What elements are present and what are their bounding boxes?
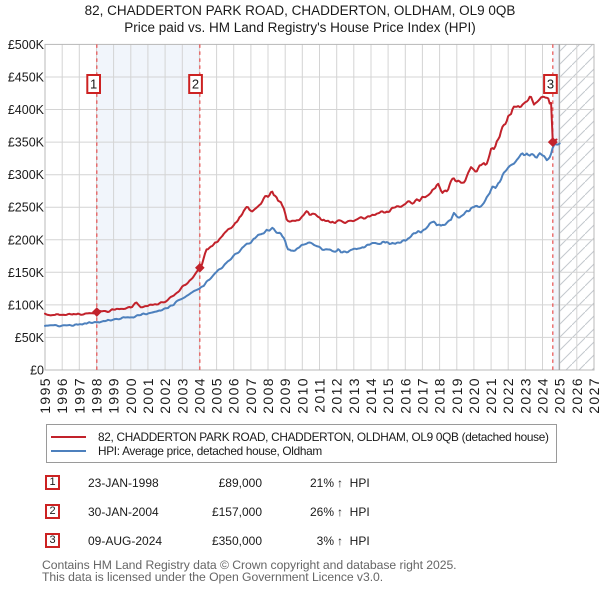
svg-text:1: 1 — [90, 77, 97, 92]
svg-text:2016: 2016 — [397, 377, 413, 414]
svg-text:£50K: £50K — [15, 331, 45, 345]
svg-text:2006: 2006 — [226, 377, 242, 414]
svg-text:2017: 2017 — [414, 377, 430, 414]
svg-text:2027: 2027 — [586, 377, 600, 414]
svg-text:1999: 1999 — [106, 377, 122, 414]
svg-text:2013: 2013 — [346, 377, 362, 414]
svg-text:2022: 2022 — [500, 377, 516, 414]
svg-text:2025: 2025 — [552, 377, 568, 414]
svg-text:£250K: £250K — [8, 201, 45, 215]
svg-text:2012: 2012 — [329, 377, 345, 414]
svg-text:2019: 2019 — [449, 377, 465, 414]
svg-text:£0: £0 — [30, 364, 44, 378]
svg-text:2026: 2026 — [569, 377, 585, 414]
svg-text:1997: 1997 — [71, 377, 87, 414]
svg-text:£500K: £500K — [8, 38, 45, 52]
svg-text:£350K: £350K — [8, 136, 45, 150]
svg-text:2010: 2010 — [294, 377, 310, 414]
svg-text:2005: 2005 — [209, 377, 225, 414]
svg-text:2003: 2003 — [174, 377, 190, 414]
svg-text:1995: 1995 — [37, 377, 53, 414]
svg-text:2007: 2007 — [243, 377, 259, 414]
svg-text:£100K: £100K — [8, 298, 45, 312]
svg-text:2008: 2008 — [260, 377, 276, 414]
svg-text:2021: 2021 — [483, 377, 499, 414]
svg-text:2024: 2024 — [535, 377, 551, 414]
svg-text:2011: 2011 — [312, 377, 328, 413]
svg-text:2020: 2020 — [466, 377, 482, 414]
svg-text:2000: 2000 — [123, 377, 139, 414]
svg-text:2014: 2014 — [363, 377, 379, 414]
svg-text:2002: 2002 — [157, 377, 173, 414]
svg-text:£400K: £400K — [8, 103, 45, 117]
svg-text:1998: 1998 — [89, 377, 105, 414]
svg-text:3: 3 — [547, 77, 554, 92]
svg-text:2023: 2023 — [517, 377, 533, 414]
svg-text:2015: 2015 — [380, 377, 396, 414]
svg-text:2004: 2004 — [191, 377, 207, 414]
svg-text:£200K: £200K — [8, 233, 45, 247]
svg-text:£300K: £300K — [8, 168, 45, 182]
svg-text:£450K: £450K — [8, 71, 45, 85]
svg-text:2001: 2001 — [140, 377, 156, 414]
svg-text:1996: 1996 — [54, 377, 70, 414]
svg-text:2018: 2018 — [432, 377, 448, 414]
svg-text:2: 2 — [192, 77, 199, 92]
svg-text:£150K: £150K — [8, 266, 45, 280]
svg-text:2009: 2009 — [277, 377, 293, 414]
